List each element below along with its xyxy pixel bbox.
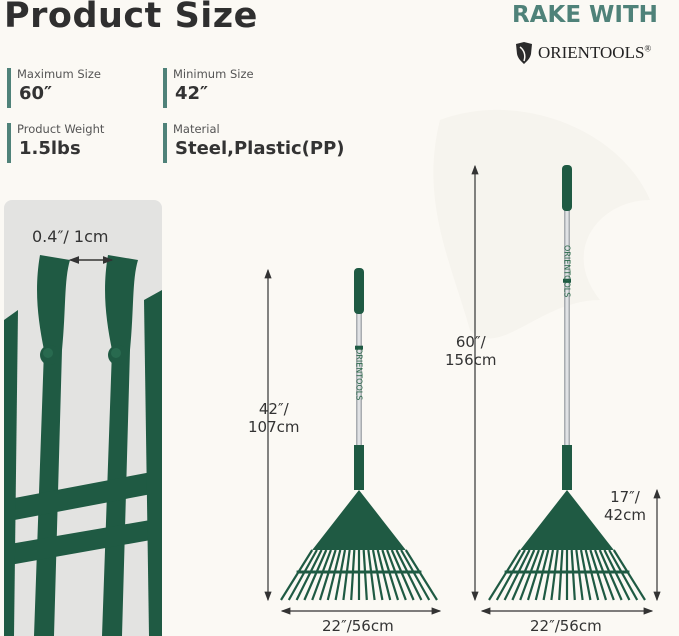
rake-tine xyxy=(400,549,431,601)
shield-leaf-icon xyxy=(516,42,532,64)
long-rake: ORIENTOOLS xyxy=(488,165,646,601)
handle-grip xyxy=(562,165,572,211)
rake-tine xyxy=(579,549,592,601)
handle-brand-print: ORIENTOOLS xyxy=(563,245,572,297)
handle-pole xyxy=(564,175,570,490)
dimension-lines xyxy=(264,164,661,615)
rake-tine xyxy=(550,549,559,601)
rake-head-plate xyxy=(312,490,406,550)
rake-tine xyxy=(575,549,584,601)
rake-tine xyxy=(488,549,522,601)
rake-tine xyxy=(318,549,337,601)
brand-logo: ORIENTOOLS® xyxy=(514,42,651,64)
spec-maximum-size: Maximum Size 60″ xyxy=(7,67,101,108)
brand-headline: RAKE WITH xyxy=(512,2,658,28)
rake-tine xyxy=(511,549,536,601)
tine-closeup-image xyxy=(4,255,162,636)
rake-tine xyxy=(612,549,646,601)
rake-tine xyxy=(280,549,314,601)
page-title: Product Size xyxy=(4,0,258,36)
rake-tine xyxy=(376,549,392,601)
spec-minimum-size: Minimum Size 42″ xyxy=(163,67,254,108)
short-height-label: 42″/107cm xyxy=(248,400,300,436)
rake-tine xyxy=(558,549,564,601)
rake-tine xyxy=(350,549,356,601)
rake-tine xyxy=(503,549,531,601)
rake-tine xyxy=(381,549,400,601)
rake-tine xyxy=(390,549,415,601)
handle-grip xyxy=(354,268,364,314)
rake-tine xyxy=(584,549,600,601)
rake-tine xyxy=(334,549,347,601)
spec-material: Material Steel,Plastic(PP) xyxy=(163,122,345,163)
rake-tine xyxy=(608,549,639,601)
rake-tine xyxy=(287,549,318,601)
right-head-width-label: 22″/56cm xyxy=(530,617,602,635)
head-height-label: 17″/42cm xyxy=(604,488,646,524)
spec-product-weight: Product Weight 1.5lbs xyxy=(7,122,104,163)
rake-tine xyxy=(326,549,342,601)
short-rake: ORIENTOOLS xyxy=(280,268,438,601)
rake-tine xyxy=(311,549,332,601)
rake-tine xyxy=(495,549,526,601)
handle-pole xyxy=(356,278,362,490)
handle-brand-print: ORIENTOOLS xyxy=(355,348,364,400)
rake-tine xyxy=(570,549,576,601)
handle-connector xyxy=(354,445,364,490)
rake-tine xyxy=(603,549,631,601)
rake-tine xyxy=(594,549,615,601)
tine-gap-label: 0.4″/ 1cm xyxy=(32,227,109,246)
rake-tine xyxy=(303,549,328,601)
rake-tine xyxy=(534,549,550,601)
rake-tine xyxy=(519,549,540,601)
rake-tine xyxy=(295,549,323,601)
handle-connector xyxy=(562,445,572,490)
rake-tine xyxy=(386,549,407,601)
rake-tine xyxy=(342,549,351,601)
tine-closeup-panel: 0.4″/ 1cm xyxy=(4,200,162,636)
rake-tine xyxy=(371,549,384,601)
logo-text: ORIENTOOLS® xyxy=(538,43,652,62)
rake-tine xyxy=(589,549,608,601)
rake-head-plate xyxy=(520,490,614,550)
rake-tine xyxy=(395,549,423,601)
rake-tine xyxy=(362,549,368,601)
rake-tine xyxy=(526,549,545,601)
rake-tine xyxy=(367,549,376,601)
leaf-watermark xyxy=(433,109,650,339)
left-head-width-label: 22″/56cm xyxy=(322,617,394,635)
rake-tine xyxy=(542,549,555,601)
long-height-label: 60″/156cm xyxy=(445,333,497,369)
rake-tine xyxy=(598,549,623,601)
rake-tine xyxy=(404,549,438,601)
